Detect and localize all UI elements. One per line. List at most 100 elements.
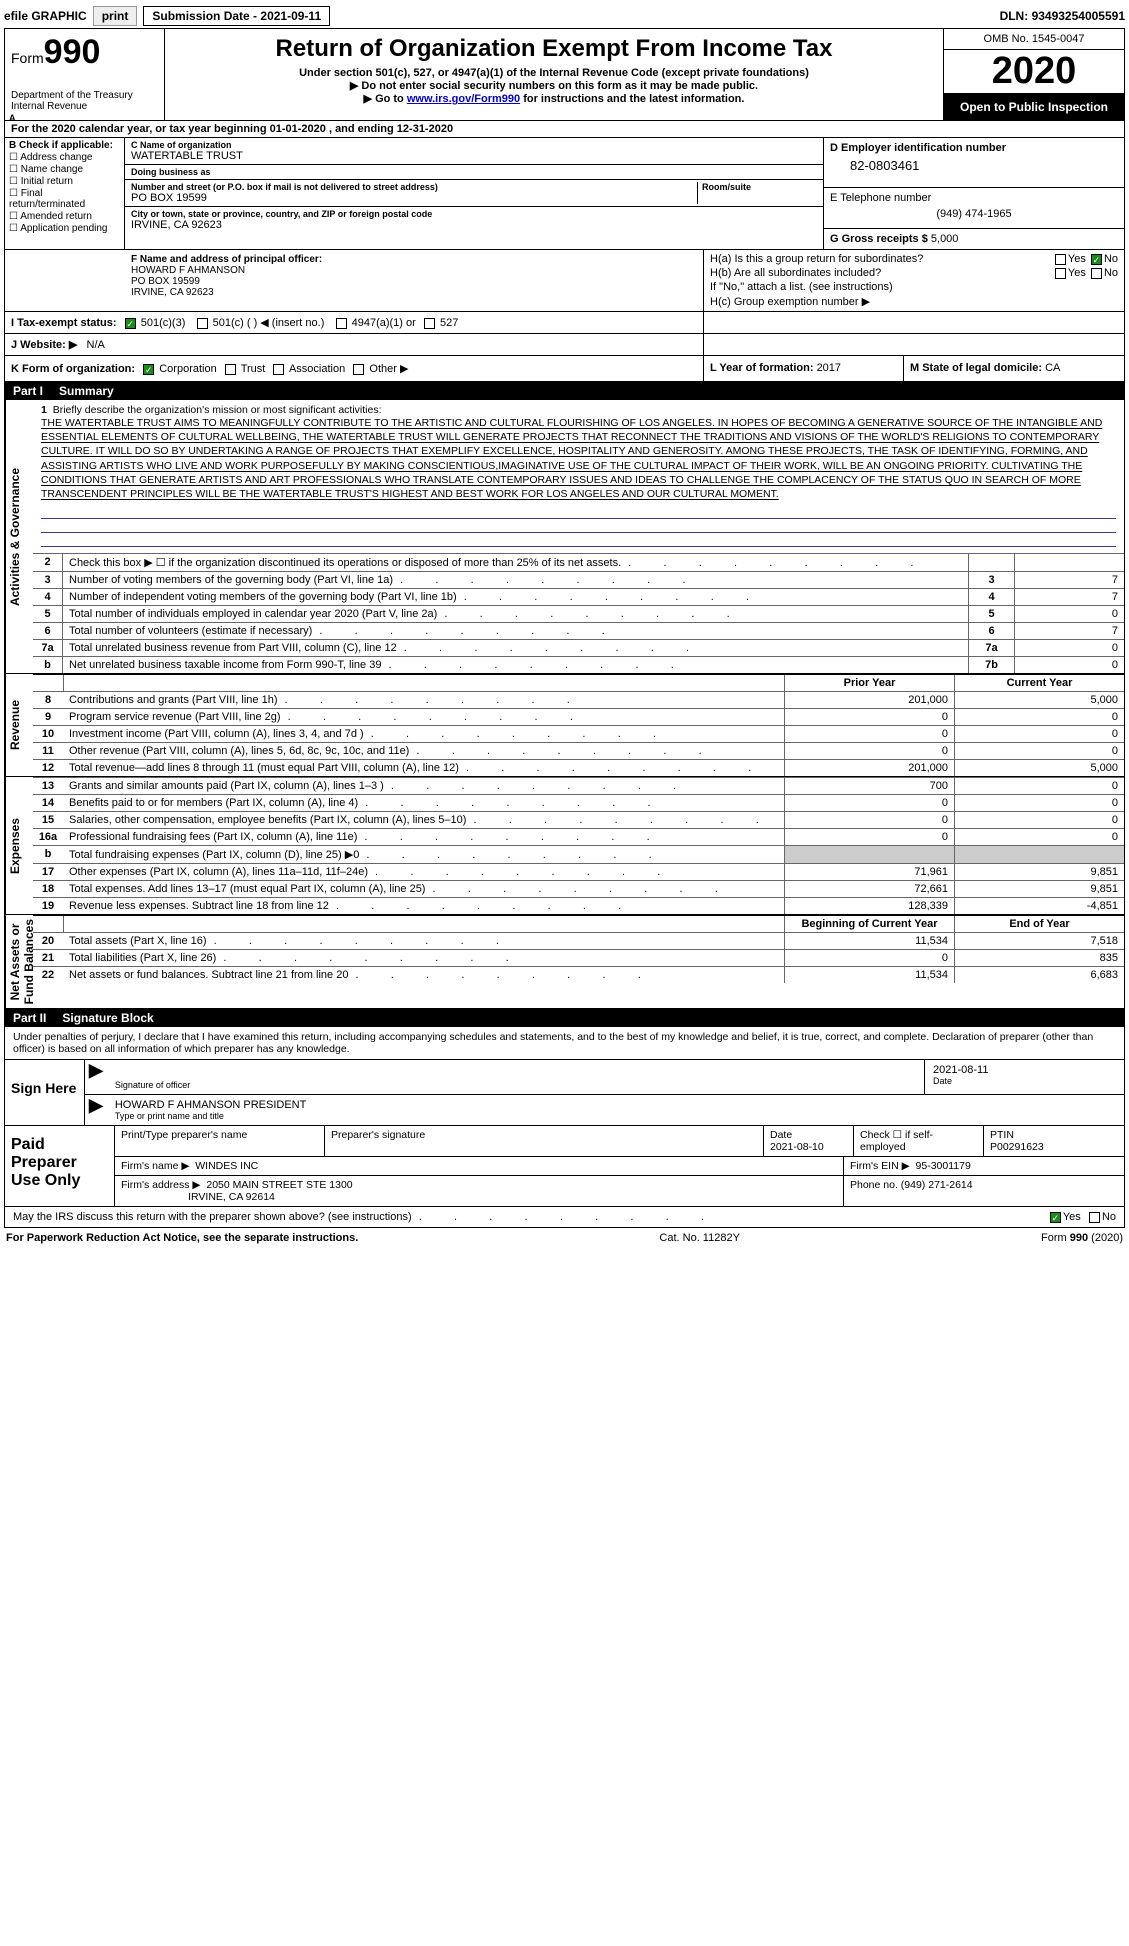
k-trust-box[interactable] xyxy=(225,364,236,375)
part1-title: Summary xyxy=(59,384,114,398)
footer-right: Form 990 (2020) xyxy=(1041,1232,1123,1244)
hb-label: H(b) Are all subordinates included? xyxy=(710,267,881,279)
line-desc: Total unrelated business revenue from Pa… xyxy=(63,640,968,656)
line-num: 2 xyxy=(33,554,63,571)
mission-row: 1 Briefly describe the organization's mi… xyxy=(33,400,1124,505)
line-num: 5 xyxy=(33,606,63,622)
part2-bar: Part II Signature Block xyxy=(5,1009,1124,1027)
line-desc: Other revenue (Part VIII, column (A), li… xyxy=(63,743,784,759)
blank-line xyxy=(41,519,1116,533)
k-other-box[interactable] xyxy=(353,364,364,375)
chk-name[interactable]: ☐ Name change xyxy=(9,164,120,175)
blank-line xyxy=(41,505,1116,519)
prior-val: 71,961 xyxy=(784,864,954,880)
box-c: C Name of organization WATERTABLE TRUST … xyxy=(125,138,824,249)
part2-num: Part II xyxy=(13,1011,46,1025)
chk-amended[interactable]: ☐ Amended return xyxy=(9,211,120,222)
hb-yesno: Yes No xyxy=(1053,267,1118,279)
paid-preparer-row: Paid Preparer Use Only Print/Type prepar… xyxy=(5,1126,1124,1207)
sig-line-1: ▶ Signature of officer 2021-08-11 Date xyxy=(85,1060,1124,1095)
chk-pending[interactable]: ☐ Application pending xyxy=(9,223,120,234)
revenue-header: Prior Year Current Year xyxy=(33,674,1124,691)
subdate-label: Submission Date - xyxy=(152,9,260,23)
data-line: 17 Other expenses (Part IX, column (A), … xyxy=(33,863,1124,880)
j-gap xyxy=(704,334,1124,355)
form-title: Return of Organization Exempt From Incom… xyxy=(171,35,937,63)
chk-initial[interactable]: ☐ Initial return xyxy=(9,176,120,187)
revenue-tab: Revenue xyxy=(5,674,33,776)
eoy-hdr: End of Year xyxy=(954,916,1124,932)
hb-yes-box[interactable] xyxy=(1055,268,1066,279)
print-button[interactable]: print xyxy=(93,6,138,26)
prior-val: 11,534 xyxy=(784,967,954,983)
ha-yes-box[interactable] xyxy=(1055,254,1066,265)
curr-val: 0 xyxy=(954,795,1124,811)
i-527-box[interactable] xyxy=(424,318,435,329)
i-4947-box[interactable] xyxy=(336,318,347,329)
expenses-section: Expenses 13 Grants and similar amounts p… xyxy=(5,777,1124,915)
curr-val: 0 xyxy=(954,709,1124,725)
line-val: 7 xyxy=(1014,572,1124,588)
line-num: 16a xyxy=(33,829,63,845)
chk-final[interactable]: ☐ Final return/terminated xyxy=(9,188,120,210)
i-501c3-box[interactable]: ✓ xyxy=(125,318,136,329)
i-501c-box[interactable] xyxy=(197,318,208,329)
line-num: 20 xyxy=(33,933,63,949)
revenue-section: Revenue Prior Year Current Year 8 Contri… xyxy=(5,674,1124,777)
box-l: L Year of formation: 2017 xyxy=(704,356,904,381)
hb-no-box[interactable] xyxy=(1091,268,1102,279)
org-name: WATERTABLE TRUST xyxy=(131,150,817,162)
discuss-yes-box[interactable]: ✓ xyxy=(1050,1212,1061,1223)
ein-label: D Employer identification number xyxy=(830,142,1006,154)
page-footer: For Paperwork Reduction Act Notice, see … xyxy=(4,1228,1125,1248)
box-h: H(a) Is this a group return for subordin… xyxy=(704,250,1124,311)
line-desc: Net assets or fund balances. Subtract li… xyxy=(63,967,784,983)
ha-yesno: Yes ✓No xyxy=(1053,253,1118,265)
open-inspection: Open to Public Inspection xyxy=(944,94,1124,120)
city-label: City or town, state or province, country… xyxy=(131,209,817,219)
sig-date-label: Date xyxy=(933,1076,1116,1086)
discuss-no-box[interactable] xyxy=(1089,1212,1100,1223)
sig-officer-label: Signature of officer xyxy=(115,1080,916,1090)
line-num: 21 xyxy=(33,950,63,966)
data-line: b Total fundraising expenses (Part IX, c… xyxy=(33,845,1124,863)
curr-val: 835 xyxy=(954,950,1124,966)
data-line: 21 Total liabilities (Part X, line 26) 0… xyxy=(33,949,1124,966)
line-desc: Total liabilities (Part X, line 26) xyxy=(63,950,784,966)
expenses-lines: 13 Grants and similar amounts paid (Part… xyxy=(33,777,1124,914)
room-label: Room/suite xyxy=(702,182,817,192)
prior-val: 700 xyxy=(784,778,954,794)
prior-val: 0 xyxy=(784,812,954,828)
curr-val: 5,000 xyxy=(954,692,1124,708)
org-name-label: C Name of organization xyxy=(131,140,817,150)
governance-lines: 2 Check this box ▶ ☐ if the organization… xyxy=(33,553,1124,673)
hb-note: If "No," attach a list. (see instruction… xyxy=(710,281,893,293)
line-desc: Other expenses (Part IX, column (A), lin… xyxy=(63,864,784,880)
k-assoc-box[interactable] xyxy=(273,364,284,375)
ha-no-box[interactable]: ✓ xyxy=(1091,254,1102,265)
subdate-value: 2021-09-11 xyxy=(260,9,321,23)
dln: DLN: 93493254005591 xyxy=(1000,9,1125,23)
data-line: 13 Grants and similar amounts paid (Part… xyxy=(33,777,1124,794)
m-label: M State of legal domicile: xyxy=(910,362,1045,374)
line-num: 19 xyxy=(33,898,63,914)
box-b: B Check if applicable: ☐ Address change … xyxy=(5,138,125,249)
k-corp-box[interactable]: ✓ xyxy=(143,364,154,375)
prior-val: 0 xyxy=(784,795,954,811)
chk-address[interactable]: ☐ Address change xyxy=(9,152,120,163)
box-m: M State of legal domicile: CA xyxy=(904,356,1124,381)
line-desc: Total number of individuals employed in … xyxy=(63,606,968,622)
line-desc: Program service revenue (Part VIII, line… xyxy=(63,709,784,725)
row-f-h: F Name and address of principal officer:… xyxy=(5,250,1124,312)
line-num: 3 xyxy=(33,572,63,588)
irs-link[interactable]: www.irs.gov/Form990 xyxy=(407,93,520,105)
line-num: 7a xyxy=(33,640,63,656)
line-desc: Total revenue—add lines 8 through 11 (mu… xyxy=(63,760,784,776)
data-line: 19 Revenue less expenses. Subtract line … xyxy=(33,897,1124,914)
header-mid: Return of Organization Exempt From Incom… xyxy=(165,29,944,120)
perjury-text: Under penalties of perjury, I declare th… xyxy=(5,1027,1124,1060)
i-label: I Tax-exempt status: xyxy=(11,317,117,329)
curr-val: 0 xyxy=(954,778,1124,794)
box-f: F Name and address of principal officer:… xyxy=(125,250,704,311)
part1-num: Part I xyxy=(13,384,43,398)
